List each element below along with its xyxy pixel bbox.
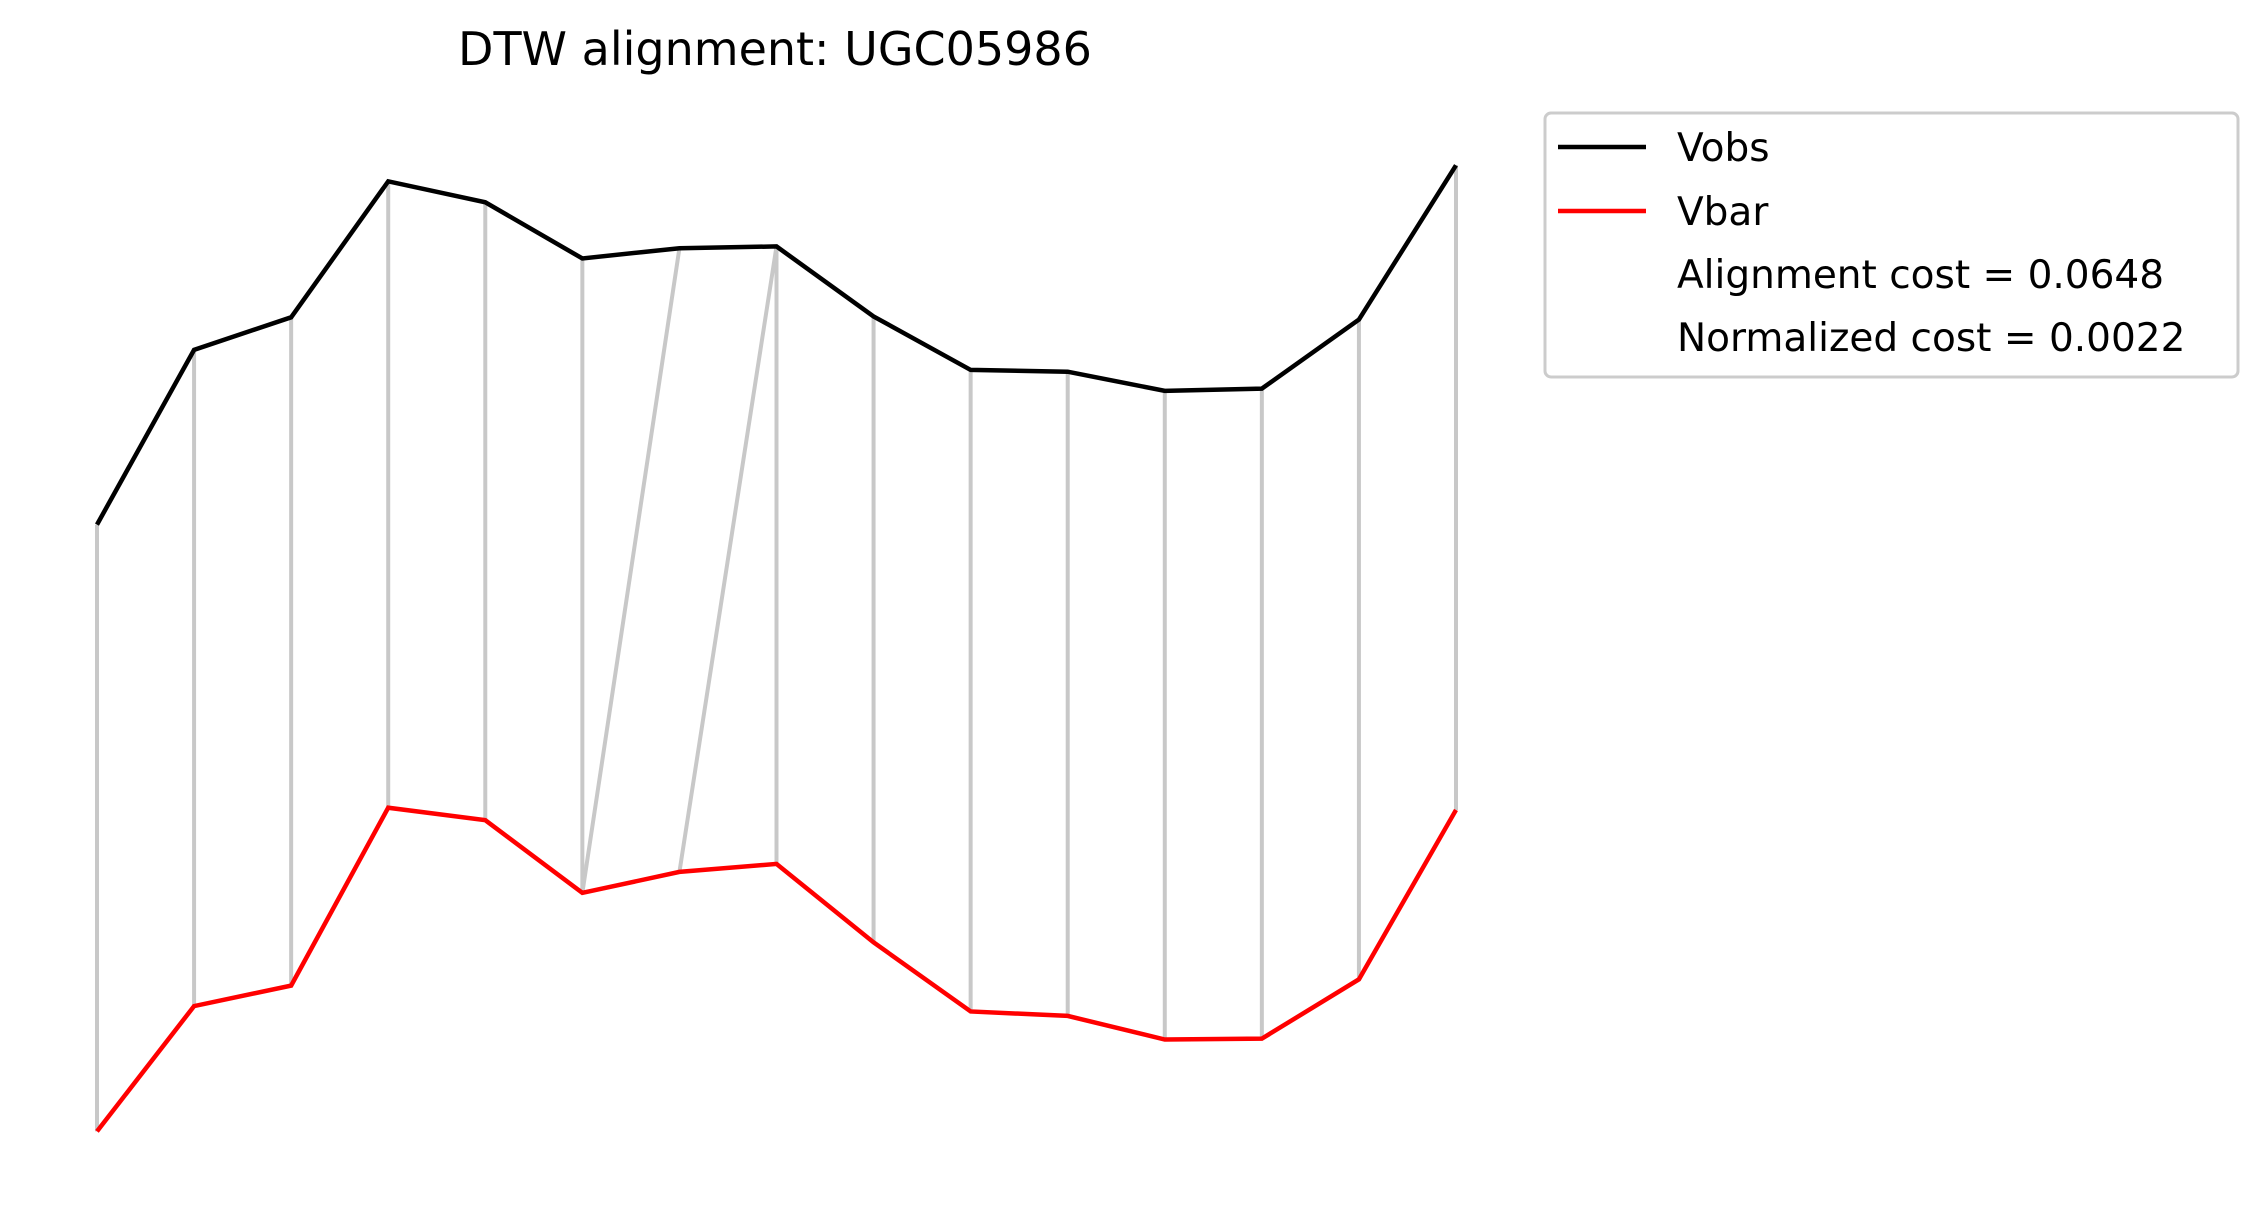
series-lines bbox=[95, 164, 1458, 1133]
legend-normalized-cost: Normalized cost = 0.0022 bbox=[1677, 316, 2185, 361]
legend-label-vobs: Vobs bbox=[1677, 126, 1770, 171]
legend-alignment-cost: Alignment cost = 0.0648 bbox=[1677, 253, 2164, 298]
series-line-vobs bbox=[95, 164, 1458, 526]
chart-title: DTW alignment: UGC05986 bbox=[458, 22, 1092, 76]
series-line-vbar bbox=[95, 805, 1458, 1133]
alignment-line bbox=[677, 246, 779, 873]
legend-frame bbox=[1543, 111, 2240, 379]
alignment-lines bbox=[95, 165, 1458, 1132]
alignment-line bbox=[580, 247, 682, 894]
legend: Vobs Vbar Alignment cost = 0.0648 Normal… bbox=[1543, 111, 2240, 379]
legend-label-vbar: Vbar bbox=[1677, 190, 1769, 235]
